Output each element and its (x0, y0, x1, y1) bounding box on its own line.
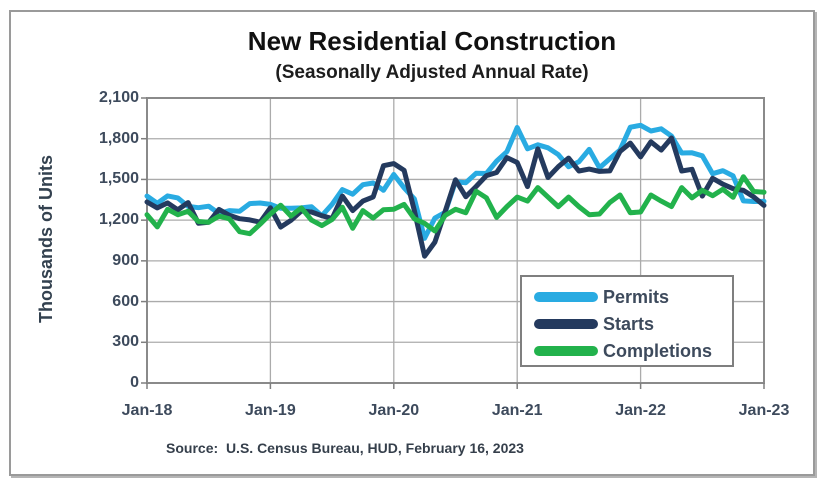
legend: Permits Starts Completions (520, 275, 734, 367)
y-tick-label: 2,100 (98, 89, 139, 106)
chart-title: New Residential Construction (247, 26, 617, 56)
y-tick-label: 1,800 (98, 129, 139, 147)
y-axis-title: Thousands of Units (36, 155, 56, 323)
chart-figure: New Residential Construction (Seasonally… (9, 10, 815, 476)
y-tick-label: 0 (130, 374, 139, 391)
series-line-completions (144, 174, 767, 237)
starts-line-swatch (534, 318, 598, 329)
x-tick-label: Jan-20 (368, 402, 420, 419)
x-tick-label: Jan-19 (245, 402, 296, 419)
y-tick-label: 900 (112, 251, 139, 269)
legend-label-permits: Permits (603, 286, 670, 307)
x-tick-label: Jan-22 (615, 402, 666, 419)
chart-subtitle: (Seasonally Adjusted Annual Rate) (275, 62, 589, 83)
y-tick-label: 1,500 (98, 170, 139, 188)
completions-line-swatch (534, 345, 598, 356)
y-tick-label: 300 (112, 333, 139, 351)
series-line-starts (144, 135, 767, 259)
y-tick-label: 600 (112, 292, 139, 310)
legend-item-completions: Completions (534, 337, 732, 364)
x-tick-label: Jan-23 (738, 402, 790, 419)
permits-line-swatch (534, 291, 598, 302)
legend-item-permits: Permits (534, 283, 732, 310)
x-tick-label: Jan-18 (121, 402, 173, 419)
legend-item-starts: Starts (534, 310, 732, 337)
source-note: Source: U.S. Census Bureau, HUD, Februar… (166, 440, 524, 456)
plot-border (146, 97, 765, 384)
legend-label-completions: Completions (603, 340, 713, 361)
y-tick-label: 1,200 (98, 211, 139, 229)
x-tick-label: Jan-21 (491, 402, 543, 419)
chart-svg (141, 97, 767, 389)
legend-label-starts: Starts (603, 313, 655, 334)
